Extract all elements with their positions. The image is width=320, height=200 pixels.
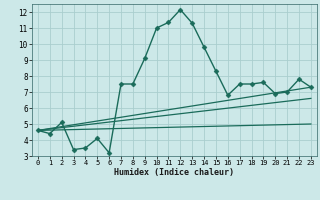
X-axis label: Humidex (Indice chaleur): Humidex (Indice chaleur) <box>115 168 234 177</box>
